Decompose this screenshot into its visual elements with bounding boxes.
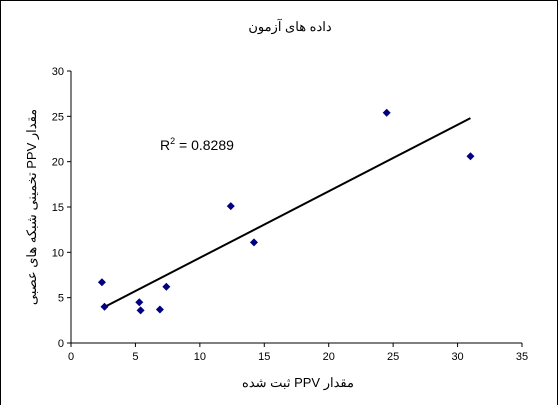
data-point <box>155 305 164 314</box>
x-tick-label: 25 <box>387 351 399 363</box>
x-tick-label: 5 <box>132 351 138 363</box>
y-tick-label: 20 <box>52 157 64 169</box>
x-tick-label: 30 <box>451 351 463 363</box>
y-tick-label: 25 <box>52 111 64 123</box>
x-tick-label: 0 <box>68 351 74 363</box>
r-squared-value: = 0.8289 <box>175 137 234 153</box>
data-point <box>466 152 475 161</box>
r-squared-base: R <box>160 137 170 153</box>
x-tick-label: 15 <box>258 351 270 363</box>
y-tick-label: 10 <box>52 247 64 259</box>
data-point <box>226 202 235 211</box>
x-tick-label: 35 <box>516 351 528 363</box>
data-point <box>162 282 171 291</box>
data-point <box>135 298 144 307</box>
r-squared-annotation: R2 = 0.8289 <box>160 136 234 153</box>
y-axis-title: مقدار PPV تخمینی شبکه های عصبی <box>24 109 40 305</box>
data-point <box>100 302 109 311</box>
y-tick-label: 30 <box>52 66 64 78</box>
x-axis-title: مقدار PPV ثبت شده <box>242 375 354 391</box>
y-tick-label: 0 <box>58 338 64 350</box>
axes: 0 5 10 15 20 25 30 35 0 5 10 15 20 25 30 <box>52 66 528 363</box>
data-point <box>136 306 145 315</box>
y-tick-label: 5 <box>58 293 64 305</box>
data-point <box>249 238 258 247</box>
r-squared-superscript: 2 <box>170 136 175 146</box>
x-tick-label: 10 <box>194 351 206 363</box>
x-tick-label: 20 <box>323 351 335 363</box>
data-points <box>97 108 475 315</box>
chart-title: داده های آزمون <box>248 18 332 35</box>
data-point <box>97 278 106 287</box>
trendline <box>102 117 471 309</box>
y-tick-label: 15 <box>52 202 64 214</box>
data-point <box>382 108 391 117</box>
trendline-layer <box>102 117 471 309</box>
